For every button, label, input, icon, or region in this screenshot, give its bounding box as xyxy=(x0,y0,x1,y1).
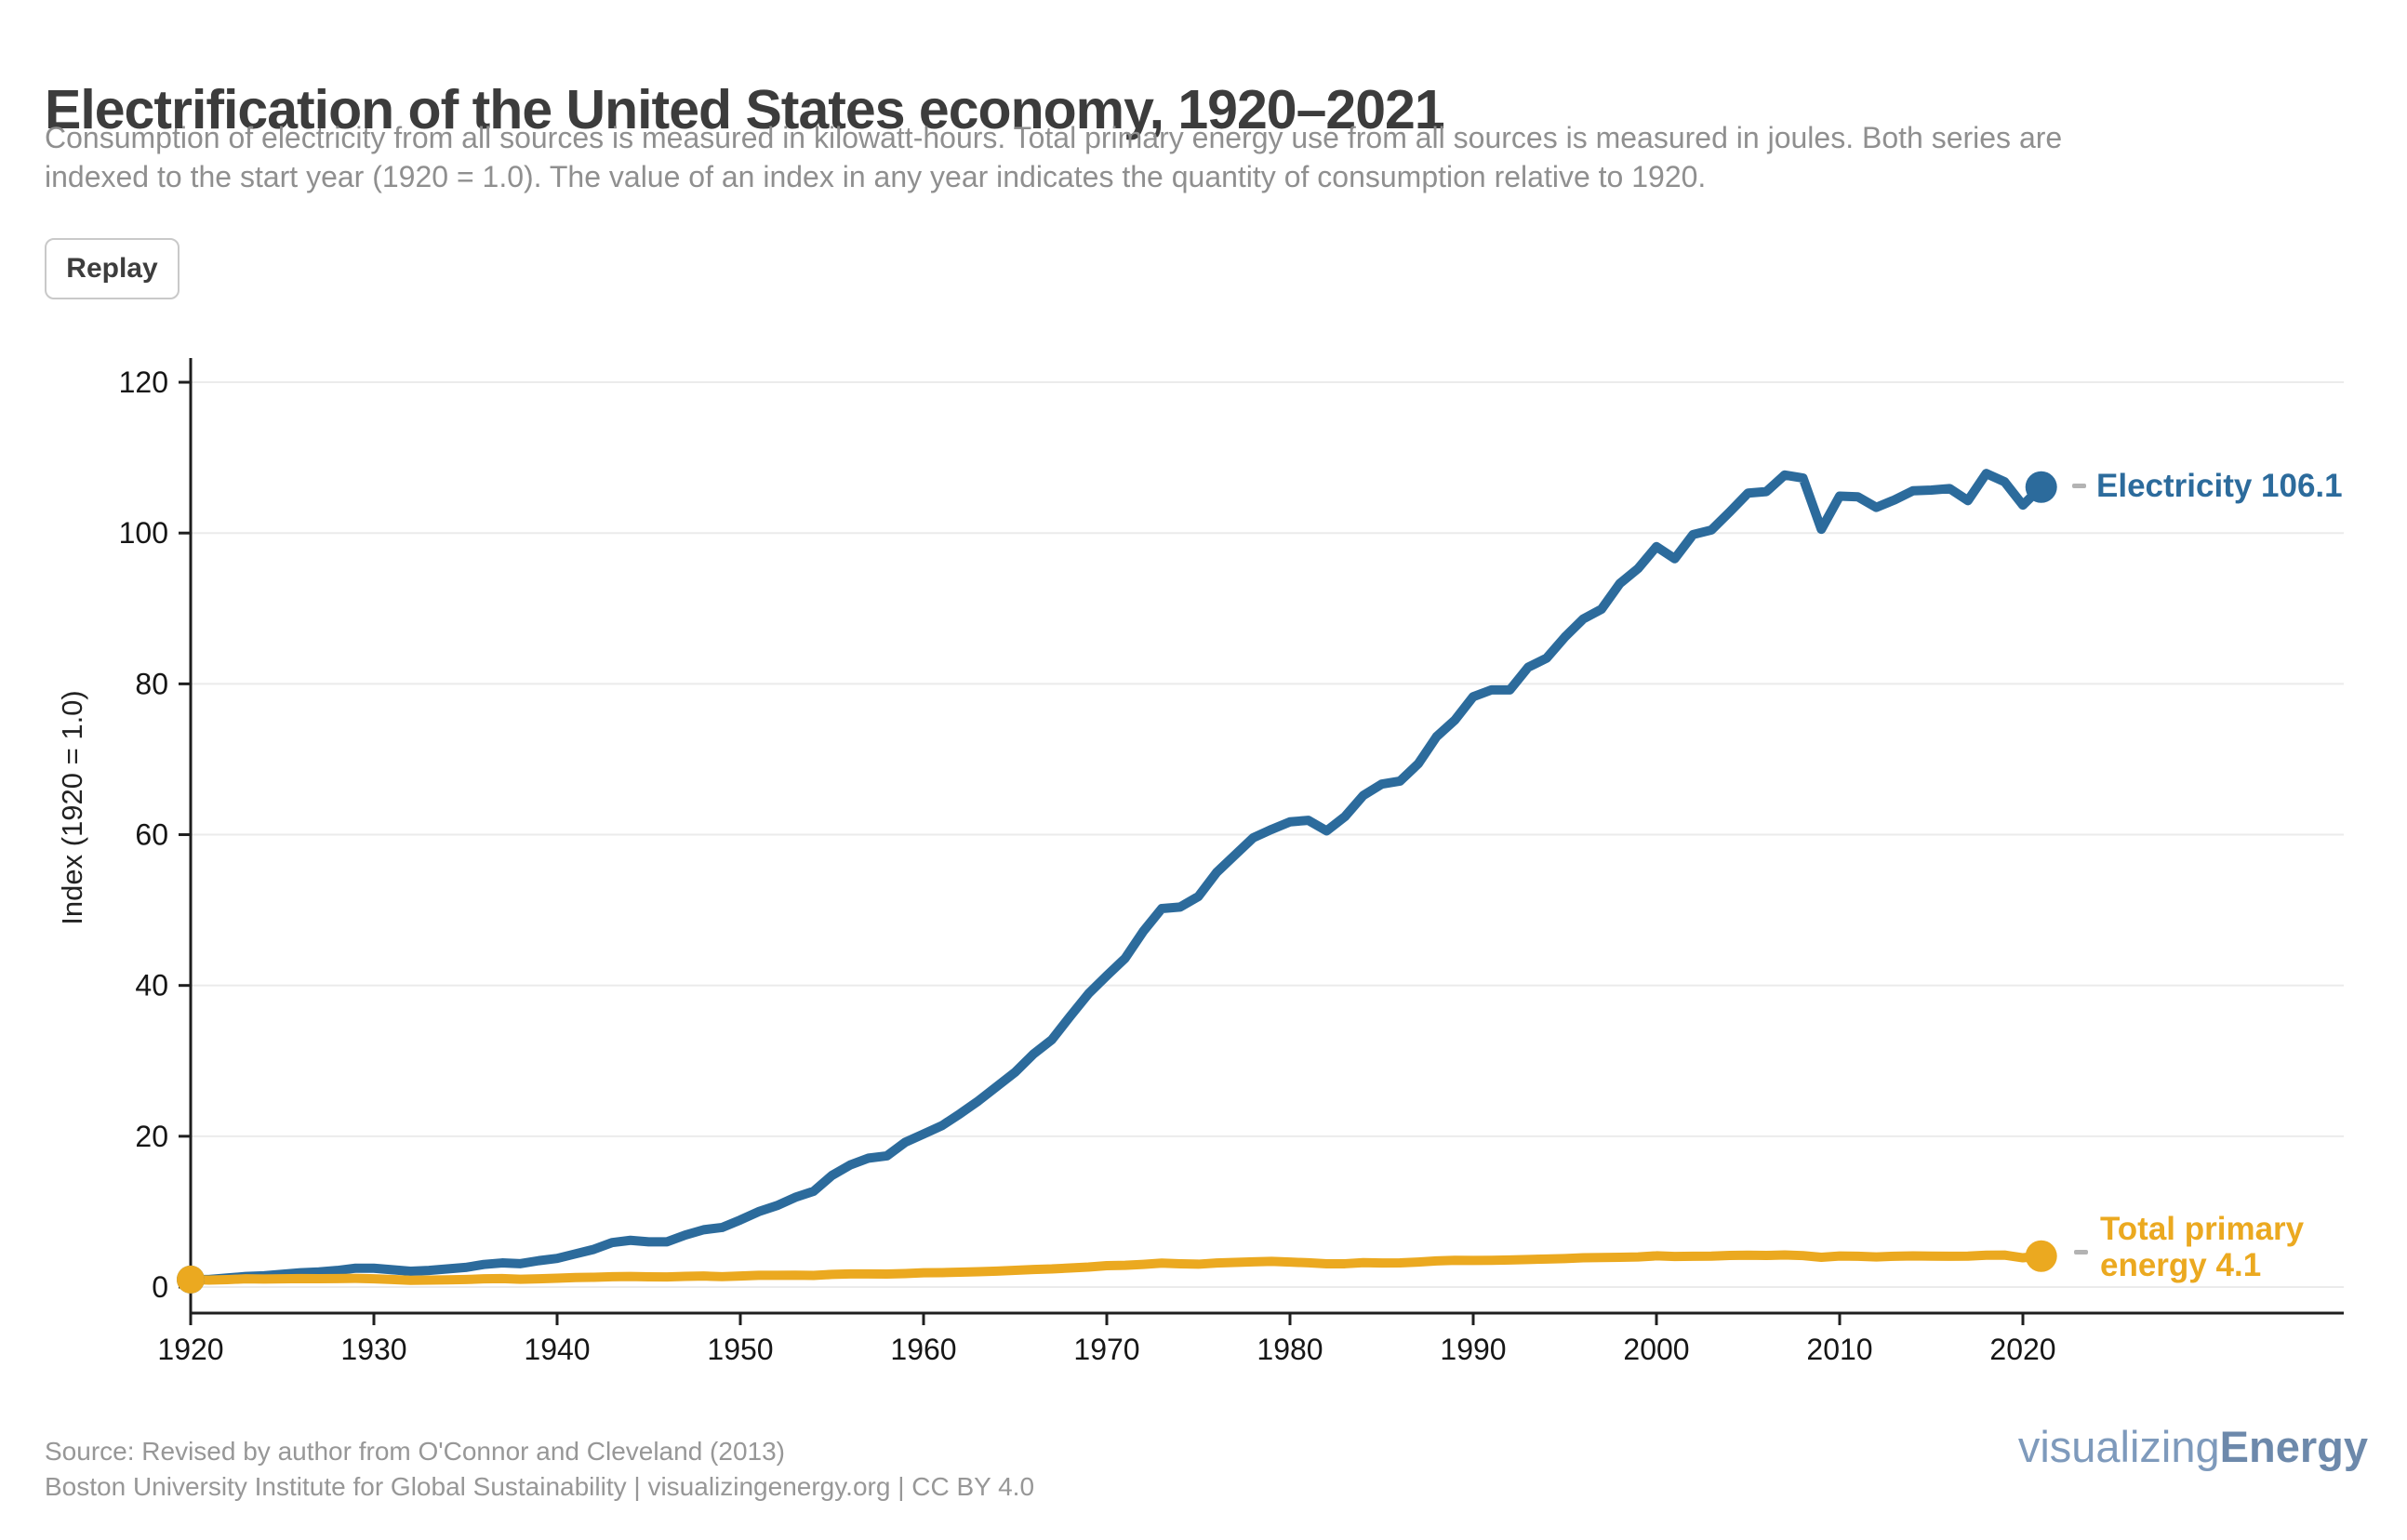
y-axis-title: Index (1920 = 1.0) xyxy=(56,690,88,924)
x-tick-label: 2020 xyxy=(1989,1333,2055,1366)
license-attribution: Boston University Institute for Global S… xyxy=(45,1472,1035,1501)
y-tick-label: 120 xyxy=(119,365,168,399)
energy-end-marker xyxy=(2025,1240,2057,1272)
x-tick-label: 1960 xyxy=(890,1333,956,1366)
x-tick-label: 1930 xyxy=(340,1333,406,1366)
x-tick-label: 1940 xyxy=(524,1333,590,1366)
x-tick-label: 2010 xyxy=(1806,1333,1872,1366)
x-tick-label: 1980 xyxy=(1257,1333,1323,1366)
energy-series-label-line2: energy 4.1 xyxy=(2100,1247,2262,1283)
source-attribution: Source: Revised by author from O'Connor … xyxy=(45,1437,785,1466)
y-tick-label: 20 xyxy=(135,1120,168,1153)
chart-subtitle-line-2: indexed to the start year (1920 = 1.0). … xyxy=(45,160,1707,193)
x-tick-label: 1970 xyxy=(1073,1333,1139,1366)
electricity-series-label: Electricity 106.1 xyxy=(2096,468,2343,504)
energy-series-label: Total primary energy 4.1 xyxy=(2100,1211,2304,1283)
chart-subtitle-line-1: Consumption of electricity from all sour… xyxy=(45,121,2063,154)
x-tick-label: 1920 xyxy=(157,1333,223,1366)
x-tick-label: 1990 xyxy=(1440,1333,1506,1366)
logo-text-normal: visualizing xyxy=(2017,1422,2220,1471)
logo-text-bold: Energy xyxy=(2219,1422,2368,1471)
page-title: Electrification of the United States eco… xyxy=(45,78,1445,140)
energy-label-tick xyxy=(2074,1250,2088,1255)
electricity-label-tick xyxy=(2072,484,2086,488)
electricity-end-marker xyxy=(2025,471,2057,503)
energy-series-label-line1: Total primary xyxy=(2100,1211,2305,1247)
y-tick-label: 40 xyxy=(135,969,168,1002)
series-line-energy xyxy=(186,1250,2046,1285)
replay-button[interactable]: Replay xyxy=(45,238,180,299)
x-tick-label: 1950 xyxy=(707,1333,773,1366)
series-line-electricity xyxy=(186,469,2046,1284)
y-tick-label: 60 xyxy=(135,818,168,852)
visualizing-energy-logo: visualizingEnergy xyxy=(2018,1421,2368,1472)
x-tick-label: 2000 xyxy=(1623,1333,1689,1366)
y-tick-label: 100 xyxy=(119,516,168,550)
energy-start-marker xyxy=(177,1265,205,1294)
y-tick-label: 80 xyxy=(135,667,168,700)
y-tick-label: 0 xyxy=(152,1270,168,1304)
